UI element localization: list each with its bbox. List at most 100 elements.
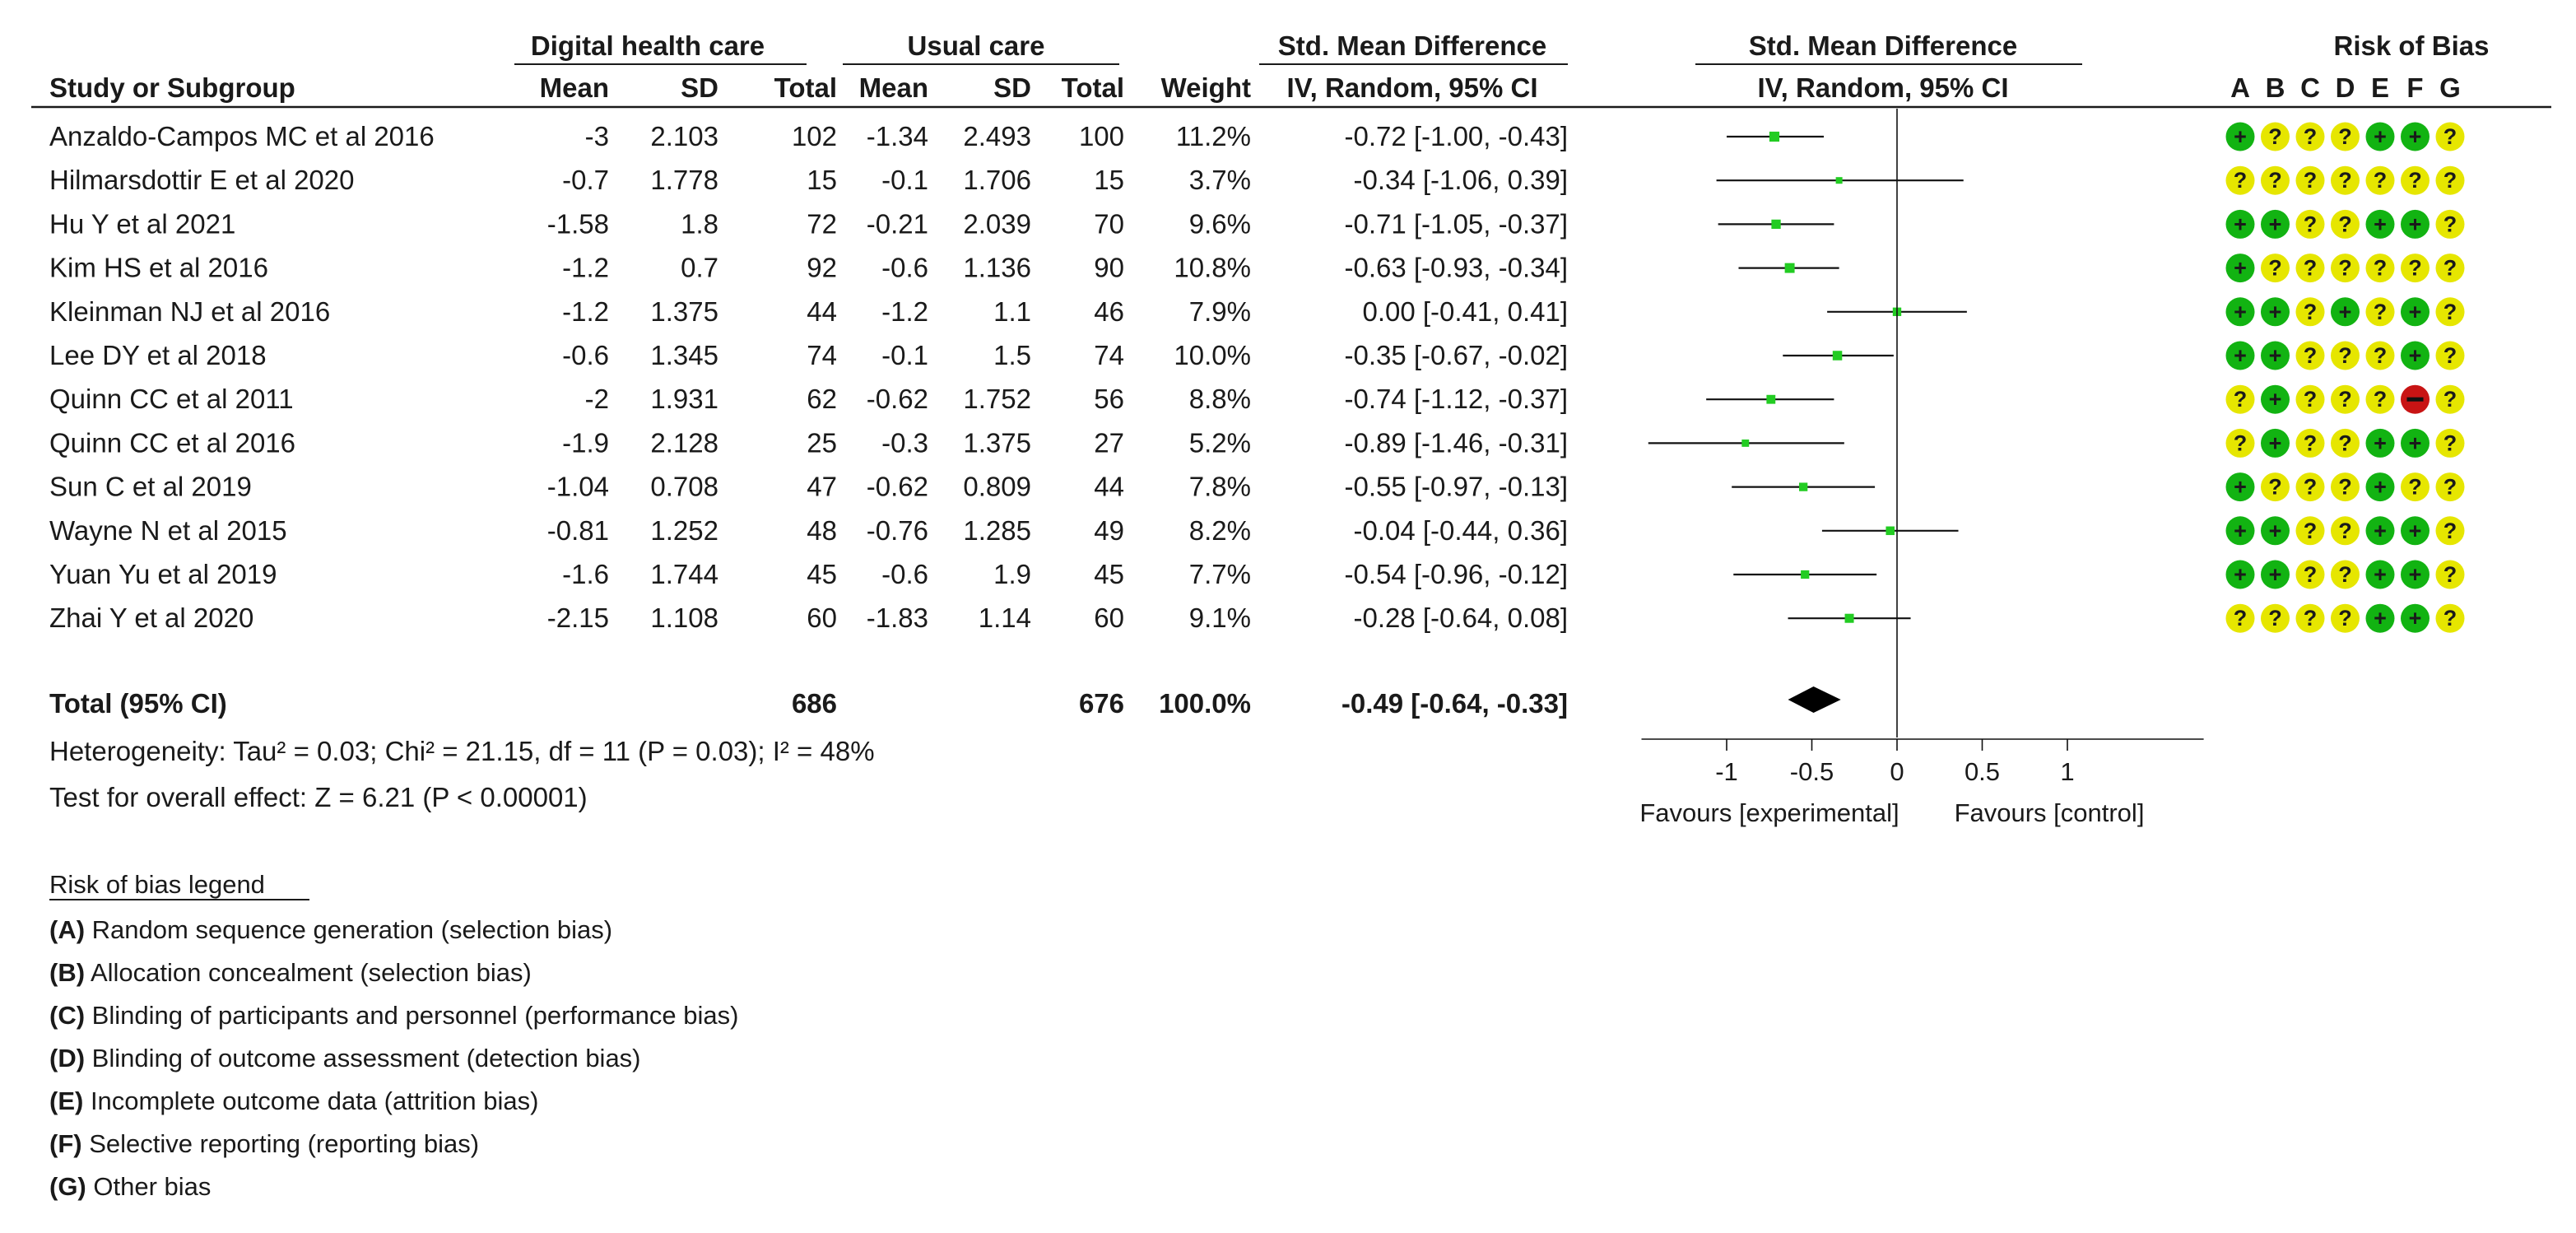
- study-point-estimate: [1801, 570, 1810, 579]
- col-header-exp-sd: SD: [681, 72, 718, 103]
- rob-judgement-g: [2435, 254, 2465, 283]
- rob-judgement-symbol: +: [2234, 300, 2247, 324]
- study-weight-label: 8.2%: [1189, 515, 1251, 546]
- study-exp-mean: -1.58: [547, 208, 609, 239]
- rob-judgement-e: [2365, 297, 2395, 327]
- col-header-exp-total: Total: [774, 72, 837, 103]
- rob-judgement-f: [2401, 560, 2430, 589]
- rob-judgement-symbol: +: [2374, 212, 2387, 236]
- rob-judgement-g: [2435, 384, 2465, 414]
- rob-judgement-symbol: +: [2409, 606, 2422, 630]
- rob-legend-item: (D) Blinding of outcome assessment (dete…: [49, 1044, 641, 1072]
- study-ci-label: 0.00 [-0.41, 0.41]: [1362, 296, 1568, 327]
- study-exp-mean: -0.6: [562, 340, 609, 370]
- study-weight-label: 5.2%: [1189, 427, 1251, 458]
- study-exp-total: 15: [807, 165, 837, 195]
- rob-judgement-a: [2225, 297, 2255, 327]
- study-exp-sd: 1.375: [650, 296, 718, 327]
- study-name: Quinn CC et al 2011: [49, 384, 294, 414]
- rob-judgement-symbol: ?: [2304, 475, 2318, 500]
- rob-judgement-symbol: +: [2234, 475, 2247, 500]
- study-weight-label: 7.8%: [1189, 472, 1251, 502]
- rob-judgement-symbol: ?: [2443, 256, 2457, 281]
- rob-judgement-g: [2435, 428, 2465, 458]
- rob-judgement-symbol: +: [2234, 212, 2247, 236]
- rob-judgement-f: [2401, 516, 2430, 546]
- study-rows: Anzaldo-Campos MC et al 2016 -3 2.103 102 -1…: [49, 121, 1568, 633]
- rob-judgement-a: [2225, 341, 2255, 370]
- rob-judgement-symbol: ?: [2443, 124, 2457, 149]
- study-exp-sd: 0.708: [650, 472, 718, 502]
- rob-judgement-symbol: +: [2269, 562, 2282, 587]
- rob-legend-item: (A) Random sequence generation (selectio…: [49, 915, 612, 944]
- rob-judgement-g: [2435, 603, 2465, 633]
- total-weight: 100.0%: [1159, 688, 1251, 719]
- study-ctl-total: 56: [1094, 384, 1124, 414]
- rob-judgement-c: [2295, 603, 2325, 633]
- study-ctl-mean: -0.21: [867, 208, 928, 239]
- risk-of-bias-grid: +??? + +??????? ? + +?? + + ? +????? ? + +? +? + ? + +???…: [2225, 122, 2465, 633]
- rob-legend-key: (G): [49, 1172, 86, 1201]
- rob-judgement-a: [2225, 560, 2255, 589]
- rob-judgement-b: [2261, 209, 2290, 239]
- study-ctl-mean: -0.76: [867, 515, 928, 546]
- rob-judgement-symbol: ?: [2443, 430, 2457, 455]
- rob-judgement-e: [2365, 209, 2395, 239]
- study-ci-label: -0.54 [-0.96, -0.12]: [1345, 559, 1569, 589]
- rob-judgement-a: [2225, 603, 2255, 633]
- rob-legend-text: Blinding of outcome assessment (detectio…: [85, 1044, 640, 1072]
- rob-judgement-symbol: ?: [2304, 606, 2318, 630]
- rob-judgement-g: [2435, 516, 2465, 546]
- study-ctl-sd: 1.285: [963, 515, 1031, 546]
- rob-judgement-b: [2261, 428, 2290, 458]
- rob-judgement-symbol: +: [2234, 562, 2247, 587]
- rob-judgement-symbol: ?: [2268, 124, 2282, 149]
- rob-judgement-b: [2261, 560, 2290, 589]
- study-name: Quinn CC et al 2016: [49, 427, 295, 458]
- rob-legend-key: (A): [49, 915, 85, 944]
- study-ci-label: -0.35 [-0.67, -0.02]: [1345, 340, 1569, 370]
- rob-judgement-f: [2401, 297, 2430, 327]
- rob-judgement-d: [2331, 297, 2360, 327]
- rob-judgement-g: [2435, 297, 2465, 327]
- study-name: Zhai Y et al 2020: [49, 603, 253, 633]
- rob-judgement-f: [2401, 254, 2430, 283]
- rob-judgement-f: [2401, 428, 2430, 458]
- rob-judgement-symbol: ?: [2268, 168, 2282, 193]
- rob-judgement-symbol: ?: [2304, 519, 2318, 543]
- rob-judgement-d: [2331, 472, 2360, 502]
- study-exp-sd: 0.7: [681, 253, 718, 283]
- group-header-risk-of-bias: Risk of Bias: [2334, 30, 2490, 61]
- rob-judgement-symbol: ?: [2338, 343, 2352, 368]
- rob-judgement-f: [2401, 122, 2430, 151]
- rob-judgement-f: [2401, 341, 2430, 370]
- rob-judgement-symbol: ?: [2374, 300, 2388, 324]
- rob-judgement-c: [2295, 122, 2325, 151]
- study-ctl-sd: 0.809: [963, 472, 1031, 502]
- rob-judgement-symbol: +: [2339, 300, 2352, 324]
- rob-judgement-symbol: ?: [2338, 606, 2352, 630]
- study-ctl-sd: 1.5: [993, 340, 1031, 370]
- study-exp-sd: 1.345: [650, 340, 718, 370]
- forest-plot-area: -1 -0.5 0 0.5 1: [1641, 109, 2204, 786]
- study-exp-mean: -0.81: [547, 515, 609, 546]
- rob-domain-d: D: [2336, 72, 2355, 103]
- rob-legend-item: (F) Selective reporting (reporting bias): [49, 1129, 479, 1158]
- study-point-estimate: [1832, 351, 1843, 361]
- study-ctl-sd: 1.752: [963, 384, 1031, 414]
- rob-judgement-a: [2225, 472, 2255, 502]
- rob-domain-b: B: [2266, 72, 2285, 103]
- study-exp-mean: -2: [585, 384, 609, 414]
- study-ci-label: -0.63 [-0.93, -0.34]: [1345, 253, 1569, 283]
- study-ctl-total: 27: [1094, 427, 1124, 458]
- rob-judgement-symbol: +: [2409, 519, 2422, 543]
- rob-judgement-symbol: ?: [2408, 168, 2422, 193]
- rob-judgement-c: [2295, 209, 2325, 239]
- study-exp-total: 102: [792, 121, 837, 151]
- study-weight-label: 10.0%: [1174, 340, 1251, 370]
- study-ctl-sd: 1.706: [963, 165, 1031, 195]
- study-exp-sd: 1.8: [681, 208, 718, 239]
- col-header-exp-mean: Mean: [540, 72, 609, 103]
- rob-judgement-symbol: ?: [2268, 475, 2282, 500]
